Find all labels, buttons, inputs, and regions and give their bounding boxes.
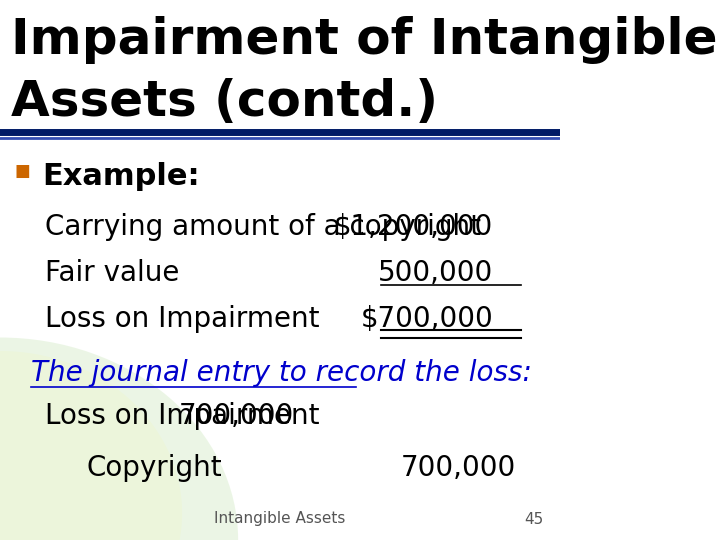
Text: Intangible Assets: Intangible Assets (215, 511, 346, 526)
Text: Impairment of Intangible: Impairment of Intangible (12, 16, 718, 64)
Text: Assets (contd.): Assets (contd.) (12, 78, 438, 126)
Text: Example:: Example: (42, 162, 199, 191)
Text: Loss on Impairment: Loss on Impairment (45, 402, 320, 430)
Text: $1,200,000: $1,200,000 (334, 213, 493, 241)
Text: Fair value: Fair value (45, 259, 179, 287)
Text: Loss on Impairment: Loss on Impairment (45, 305, 320, 333)
Text: 45: 45 (524, 511, 544, 526)
Text: 500,000: 500,000 (378, 259, 493, 287)
Text: The journal entry to record the loss:: The journal entry to record the loss: (31, 359, 531, 387)
Text: ■: ■ (14, 162, 30, 180)
Ellipse shape (0, 351, 182, 540)
Text: Copyright: Copyright (87, 454, 222, 482)
Text: 700,000: 700,000 (400, 454, 516, 482)
Text: 700,000: 700,000 (179, 402, 294, 430)
Ellipse shape (0, 338, 238, 540)
Text: $700,000: $700,000 (360, 305, 493, 333)
Text: Carrying amount of a copyright: Carrying amount of a copyright (45, 213, 481, 241)
